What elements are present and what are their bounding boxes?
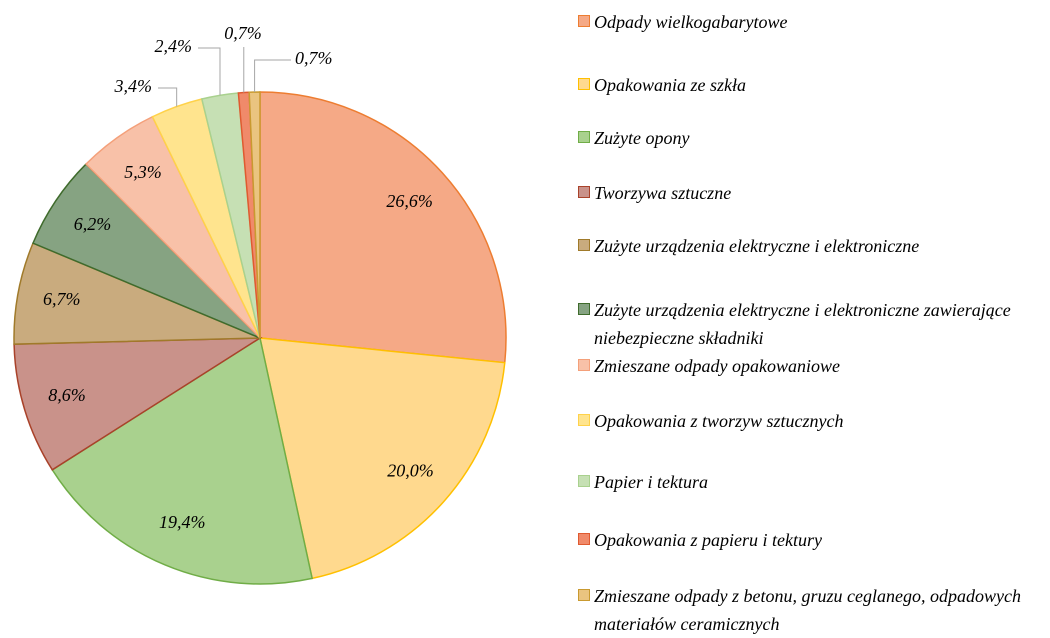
legend-swatch (578, 533, 590, 545)
data-label: 6,2% (74, 214, 112, 234)
pie-slice (248, 91, 261, 339)
legend-item: Zużyte opony (578, 124, 1050, 152)
legend-label: Opakowania z papieru i tektury (594, 530, 822, 550)
legend-swatch (578, 239, 590, 251)
chart: 26,6% 20,0% 19,4% 8,6% 6,7% 6,2% 5,3% 3,4%2,4% 0… (13, 23, 507, 585)
legend-swatch (578, 359, 590, 371)
legend-swatch (578, 15, 590, 27)
pie-slice (13, 337, 263, 471)
leader-line (254, 59, 291, 93)
pie-slice (259, 91, 507, 364)
legend-item: Odpady wielkogabarytowe (578, 8, 1050, 36)
leader-line (198, 47, 221, 96)
legend-item: Opakowania ze szkła (578, 71, 1050, 99)
legend-swatch (578, 78, 590, 90)
data-label: 0,7% (224, 23, 262, 43)
legend-label: Opakowania z tworzyw sztucznych (594, 411, 844, 431)
data-label: 3,4% (114, 76, 153, 96)
data-label: 20,0% (387, 460, 434, 480)
legend-item: Papier i tektura (578, 468, 1050, 496)
legend-item: Zużyte urządzenia elektryczne i elektron… (578, 296, 1050, 352)
legend-item: Zużyte urządzenia elektryczne i elektron… (578, 232, 1050, 260)
data-label: 19,4% (159, 512, 206, 532)
legend-label: Opakowania ze szkła (594, 75, 746, 95)
data-label: 5,3% (124, 162, 162, 182)
pie-slice (51, 336, 314, 585)
legend-label: Zmieszane odpady opakowaniowe (594, 356, 840, 376)
data-label: 2,4% (155, 36, 193, 56)
legend-label: Zużyte opony (594, 128, 690, 148)
legend-label: Papier i tektura (594, 472, 708, 492)
legend-swatch (578, 186, 590, 198)
legend-item: Zmieszane odpady opakowaniowe (578, 352, 1050, 380)
legend-label: Odpady wielkogabarytowe (594, 12, 788, 32)
pie-slice (259, 337, 506, 580)
data-label: 0,7% (295, 48, 333, 68)
legend-swatch (578, 475, 590, 487)
legend-item: Zmieszane odpady z betonu, gruzu ceglane… (578, 582, 1050, 638)
legend-label: Zużyte urządzenia elektryczne i elektron… (594, 300, 1011, 348)
legend-item: Tworzywa sztuczne (578, 179, 1050, 207)
data-label: 8,6% (48, 385, 86, 405)
legend-swatch (578, 589, 590, 601)
legend-swatch (578, 414, 590, 426)
legend-swatch (578, 131, 590, 143)
legend-item: Opakowania z tworzyw sztucznych (578, 407, 1050, 435)
legend-label: Tworzywa sztuczne (594, 183, 732, 203)
legend-swatch (578, 303, 590, 315)
legend-label: Zmieszane odpady z betonu, gruzu ceglane… (594, 586, 1021, 634)
legend-item: Opakowania z papieru i tektury (578, 526, 1050, 554)
legend-label: Zużyte urządzenia elektryczne i elektron… (594, 236, 920, 256)
data-label: 26,6% (386, 191, 433, 211)
leader-line (158, 87, 178, 107)
data-label: 6,7% (43, 289, 81, 309)
